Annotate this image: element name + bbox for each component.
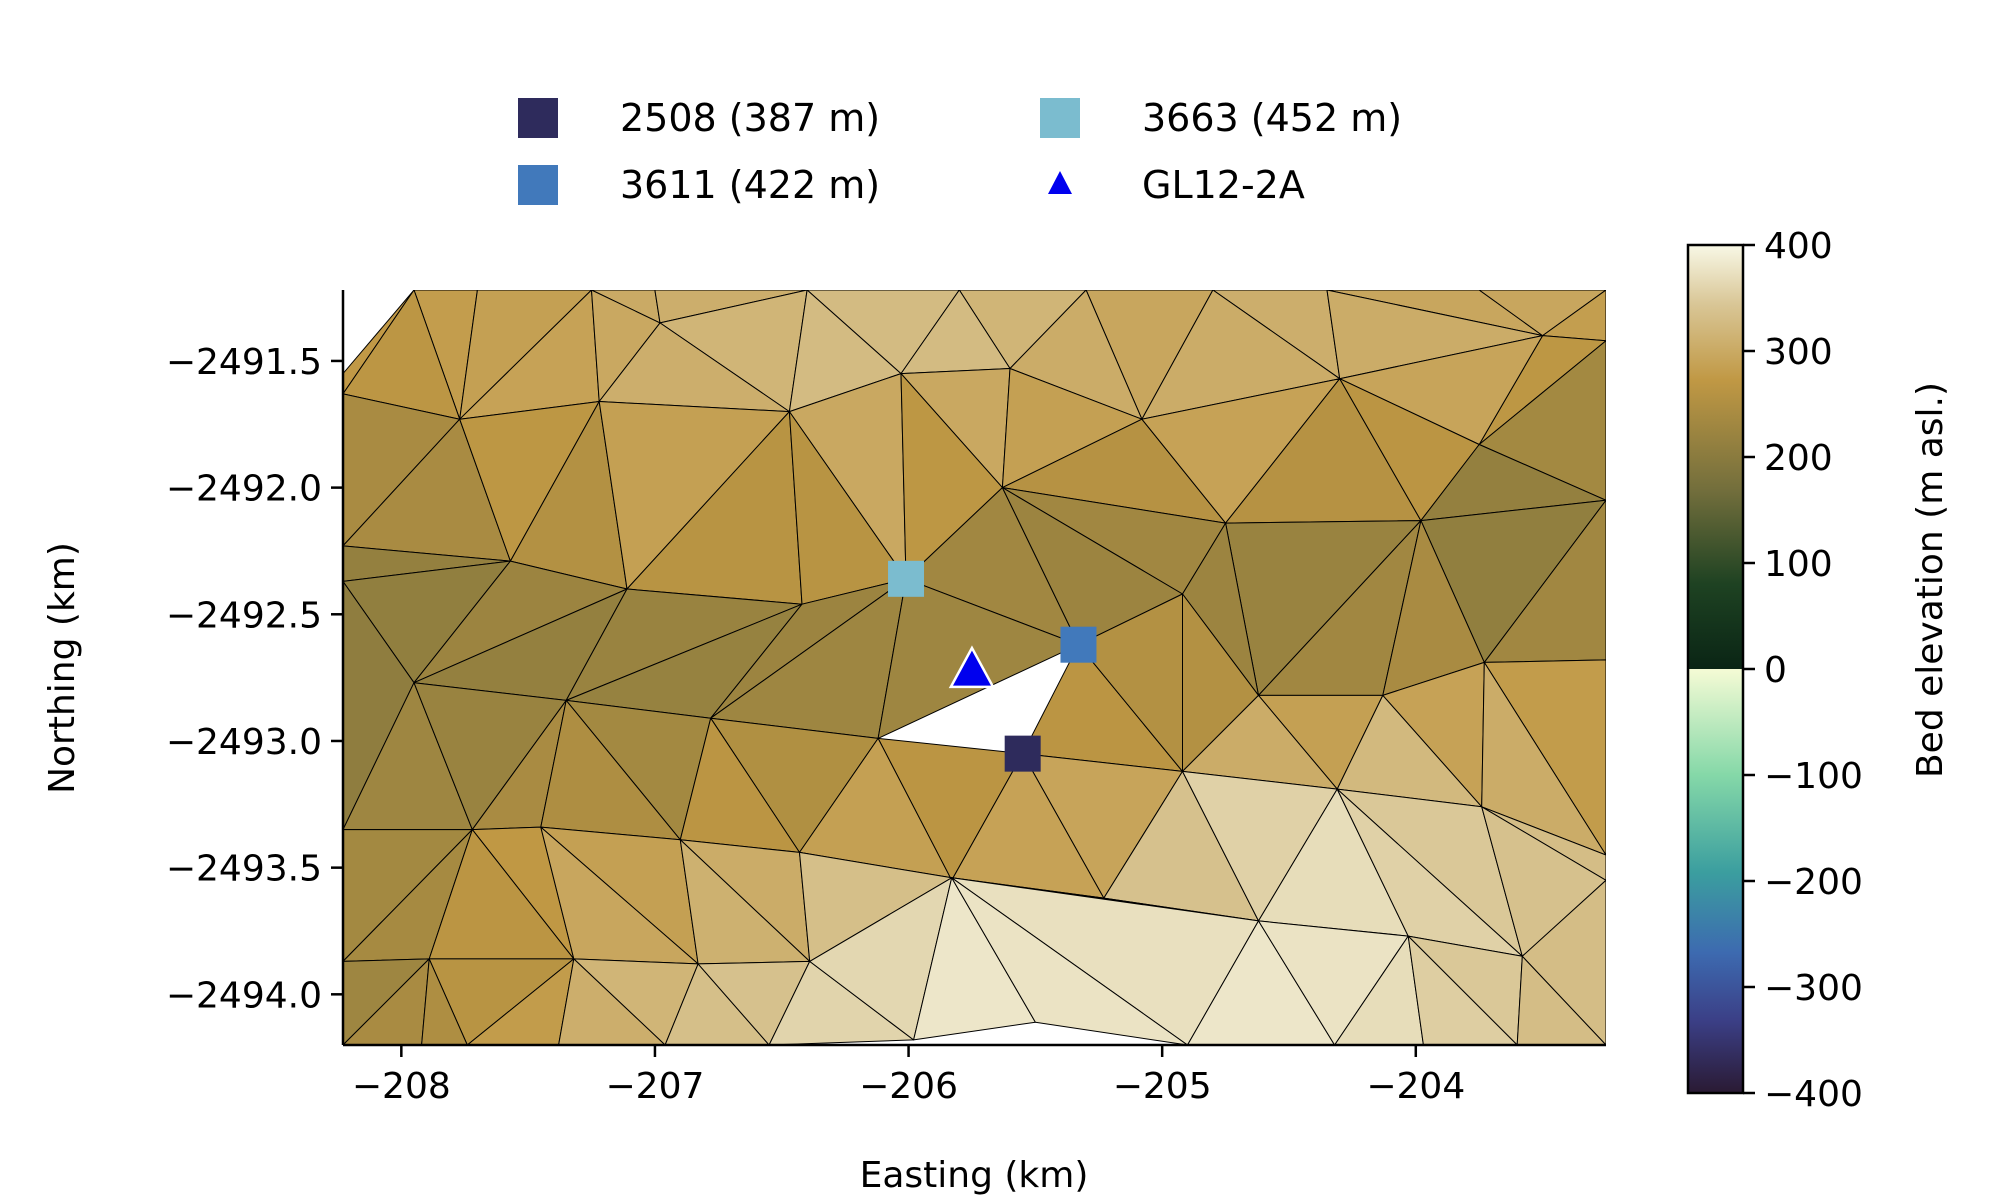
colorbar-tick-label: 400 [1764, 226, 1833, 267]
mesh-triangle [1516, 955, 1606, 1045]
legend-swatch [1048, 171, 1072, 194]
legend: 2508 (387 m) 3611 (422 m) 3663 (452 m) GL12… [518, 96, 1402, 207]
station-marker [1060, 626, 1097, 663]
mesh-triangle [951, 877, 1188, 1045]
x-tick-label: −205 [1113, 1066, 1212, 1107]
axes: −208 −207 −206 −205 −204 −2491.5 −2492.0 −2492.… [166, 290, 1606, 1107]
x-tick-label: −208 [352, 1066, 451, 1107]
colorbar-tick-label: 300 [1764, 332, 1833, 373]
colorbar-tick-label: −100 [1764, 756, 1863, 797]
x-tick-label: −206 [859, 1066, 958, 1107]
colorbar: 400 300 200 100 0 −100 −200 −300 −400 [1686, 226, 1863, 1115]
legend-entry-label: 2508 (387 m) [620, 96, 880, 140]
colorbar-label: Bed elevation (m asl.) [1910, 382, 1951, 778]
colorbar-tick-label: 100 [1764, 544, 1833, 585]
x-tick-label: −207 [606, 1066, 705, 1107]
colorbar-lower [1688, 669, 1743, 1093]
borehole-marker [948, 645, 996, 689]
station-marker [888, 560, 925, 597]
legend-swatch [518, 165, 558, 205]
mesh-triangle [421, 958, 468, 1045]
y-tick-label: −2494.0 [166, 975, 322, 1016]
y-tick-label: −2492.0 [166, 469, 322, 510]
colorbar-upper [1688, 245, 1743, 669]
legend-swatch [518, 98, 558, 138]
legend-entry-label: 3663 (452 m) [1142, 96, 1402, 140]
triangulated-mesh [343, 290, 1606, 1045]
mesh-triangle [1407, 935, 1518, 1045]
mesh-triangle [558, 958, 666, 1045]
colorbar-tick-label: −200 [1764, 862, 1863, 903]
y-axis-label: Northing (km) [42, 542, 83, 794]
station-marker [1004, 735, 1041, 772]
legend-entry-label: GL12-2A [1142, 163, 1305, 207]
x-axis-label: Easting (km) [860, 1155, 1089, 1196]
y-tick-label: −2493.0 [166, 722, 322, 763]
station-markers [888, 560, 1097, 772]
colorbar-tick-label: 0 [1764, 650, 1787, 691]
colorbar-tick-label: 200 [1764, 438, 1833, 479]
y-tick-label: −2492.5 [166, 595, 322, 636]
legend-swatch [1040, 98, 1080, 138]
colorbar-tick-label: −400 [1764, 1074, 1863, 1115]
y-tick-label: −2493.5 [166, 849, 322, 890]
x-tick-label: −204 [1366, 1066, 1465, 1107]
colorbar-tick-label: −300 [1764, 968, 1863, 1009]
legend-entry-label: 3611 (422 m) [620, 163, 880, 207]
y-tick-label: −2491.5 [166, 342, 322, 383]
